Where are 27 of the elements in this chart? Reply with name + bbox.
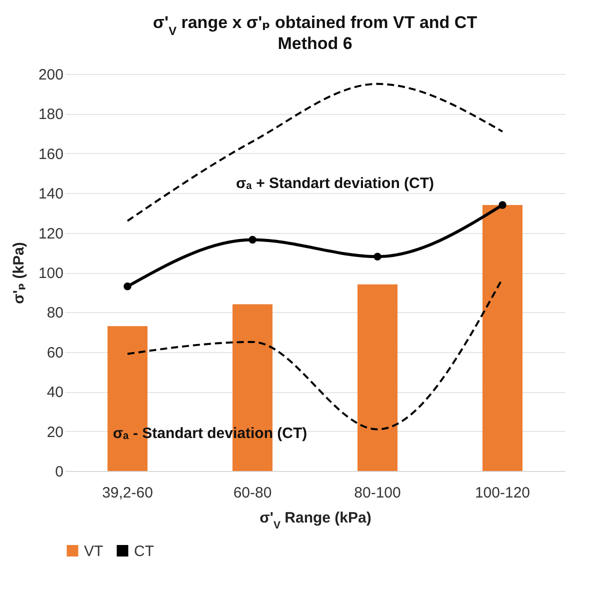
bar — [358, 284, 398, 471]
y-axis-title: σ'ₚ (kPa) — [10, 242, 28, 304]
y-tick-label: 60 — [46, 344, 64, 362]
bar — [482, 205, 522, 471]
x-tick-label: 39,2-60 — [102, 484, 153, 502]
annotation: σₐ + Standart deviation (CT) — [236, 175, 434, 192]
line-series — [126, 82, 504, 222]
y-tick-label: 160 — [38, 146, 64, 163]
y-tick-label: 120 — [38, 225, 64, 242]
y-tick-label: 180 — [38, 106, 64, 124]
point — [124, 282, 132, 290]
y-tick-label: 140 — [38, 186, 64, 203]
y-tick-label: 100 — [38, 265, 64, 282]
x-axis-title: σ'$_{V}$ Range (kPa) — [260, 510, 372, 532]
legend-label: VT — [84, 542, 104, 560]
x-tick-label: 100-120 — [474, 484, 530, 502]
x-tick-label: 60-80 — [233, 484, 272, 502]
y-tick-label: 200 — [38, 66, 64, 84]
x-tick-label: 80-100 — [354, 484, 401, 502]
point — [248, 236, 256, 244]
y-tick-label: 20 — [46, 424, 64, 441]
y-tick-label: 0 — [55, 464, 64, 480]
point — [374, 252, 382, 260]
y-tick-label: 40 — [46, 384, 64, 402]
point — [498, 201, 506, 209]
y-tick-label: 80 — [46, 304, 64, 322]
legend-label: CT — [134, 542, 154, 560]
